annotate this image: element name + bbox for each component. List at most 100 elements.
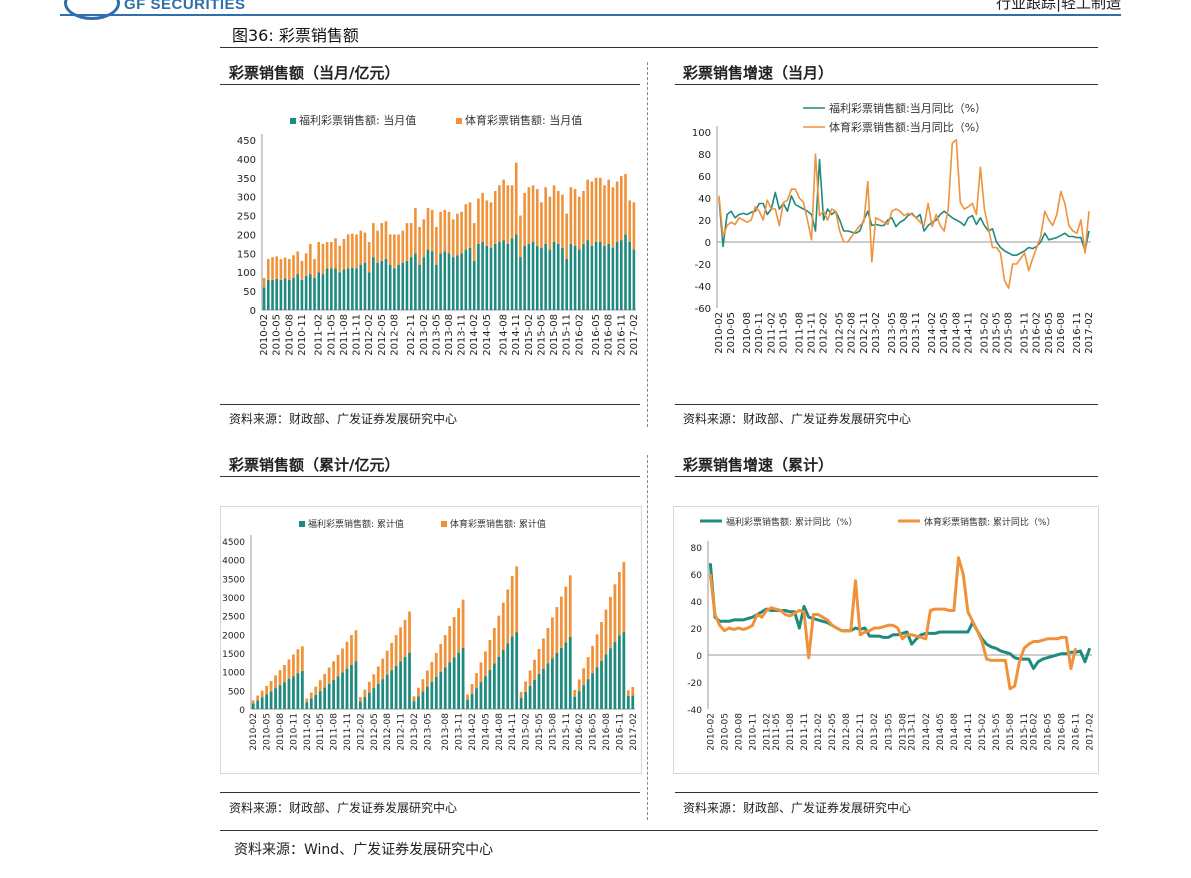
bar <box>380 223 384 261</box>
bar <box>283 664 286 683</box>
x-tick-label: 2013-05 <box>431 314 442 356</box>
bar <box>569 187 573 244</box>
y-tick-label: 0 <box>705 238 711 249</box>
source-note: 资料来源：财政部、广发证券发展研究中心 <box>229 412 458 426</box>
x-tick-label: 2016-02 <box>575 713 585 751</box>
bar <box>385 674 389 709</box>
bar <box>345 668 349 709</box>
bar <box>619 175 623 241</box>
bar <box>314 694 318 709</box>
x-tick-label: 2011-08 <box>339 314 350 356</box>
bar <box>598 242 602 310</box>
bar <box>327 683 331 709</box>
x-tick-label: 2012-11 <box>856 713 866 751</box>
bar <box>412 701 416 709</box>
x-tick-label: 2012-11 <box>397 713 407 751</box>
x-tick-label: 2012-05 <box>828 713 838 751</box>
bar <box>497 615 501 657</box>
bar <box>466 694 469 701</box>
bar <box>265 694 269 709</box>
bar <box>397 264 400 310</box>
bar <box>460 211 463 254</box>
x-tick-label: 2011-11 <box>352 314 363 356</box>
legend-label: 体育彩票销售额: 累计值 <box>450 518 546 530</box>
bar <box>456 213 459 256</box>
x-tick-label: 2012-05 <box>835 312 846 354</box>
bar <box>568 636 572 709</box>
legend-label: 体育彩票销售额: 当月值 <box>465 113 582 127</box>
bar <box>464 249 468 310</box>
x-tick-label: 2012-02 <box>819 312 830 354</box>
bar <box>624 234 627 310</box>
bar <box>314 686 318 695</box>
x-tick-label: 2011-02 <box>766 312 777 354</box>
series-line <box>708 556 1078 691</box>
x-tick-label: 2010-08 <box>734 713 744 751</box>
bar <box>493 243 497 310</box>
y-tick-label: 400 <box>237 155 256 166</box>
bar <box>443 209 447 252</box>
series-line <box>718 158 1090 256</box>
bar <box>559 647 563 709</box>
bar <box>515 632 519 709</box>
bar <box>452 617 456 658</box>
bar <box>466 700 469 709</box>
bar <box>523 192 526 246</box>
bar <box>548 249 552 310</box>
x-tick-label: 2016-05 <box>589 713 599 751</box>
bar <box>430 251 434 310</box>
x-tick-label: 2010-08 <box>284 314 295 356</box>
bar <box>564 586 568 643</box>
legend-swatch <box>290 118 296 124</box>
bar <box>367 681 371 693</box>
bar <box>609 597 612 649</box>
bar <box>414 253 417 310</box>
bar <box>439 672 443 709</box>
y-tick-label: 300 <box>237 193 256 204</box>
bar <box>591 645 594 674</box>
bar <box>292 676 295 709</box>
x-tick-label: 2010-08 <box>276 713 286 751</box>
bar <box>390 670 394 709</box>
bar <box>334 268 337 310</box>
x-tick-label: 2015-02 <box>979 312 990 354</box>
x-tick-label: 2016-11 <box>616 314 627 356</box>
bar <box>409 257 413 310</box>
x-tick-label: 2016-05 <box>591 314 602 356</box>
bar <box>338 245 342 273</box>
bar <box>611 247 615 310</box>
legend-label: 福利彩票销售额: 累计同比（%） <box>726 516 857 528</box>
bar <box>300 670 304 709</box>
bar <box>527 187 531 244</box>
bar <box>381 679 385 709</box>
bar <box>573 696 577 709</box>
bar <box>363 697 367 709</box>
panel-rule <box>220 404 640 405</box>
bar <box>506 243 510 310</box>
bar <box>385 650 389 675</box>
legend-swatch <box>299 521 305 527</box>
x-tick-label: 2011-11 <box>800 713 810 751</box>
footer-rule <box>220 830 1098 831</box>
y-tick-label: 1500 <box>222 650 245 660</box>
bar <box>313 259 316 278</box>
bar <box>510 576 514 637</box>
bar <box>577 249 581 310</box>
bar <box>542 638 545 669</box>
panel-title-cumulative-growth: 彩票销售增速（累计） <box>683 456 834 474</box>
y-tick-label: 1000 <box>222 669 245 679</box>
bar <box>260 697 264 709</box>
bar <box>275 279 279 310</box>
bar <box>401 262 405 310</box>
bar <box>269 681 273 692</box>
y-tick-label: 80 <box>691 544 703 554</box>
y-tick-label: 2000 <box>222 631 245 641</box>
report-header: GF SECURITIES 行业跟踪|轻工制造 <box>0 0 1191 20</box>
y-tick-label: -60 <box>695 304 711 315</box>
bar <box>632 249 636 310</box>
x-tick-label: 2012-02 <box>364 314 375 356</box>
bar <box>275 256 279 280</box>
x-tick-label: 2011-08 <box>794 312 805 354</box>
bar <box>565 259 568 310</box>
x-tick-label: 2010-02 <box>249 713 259 751</box>
